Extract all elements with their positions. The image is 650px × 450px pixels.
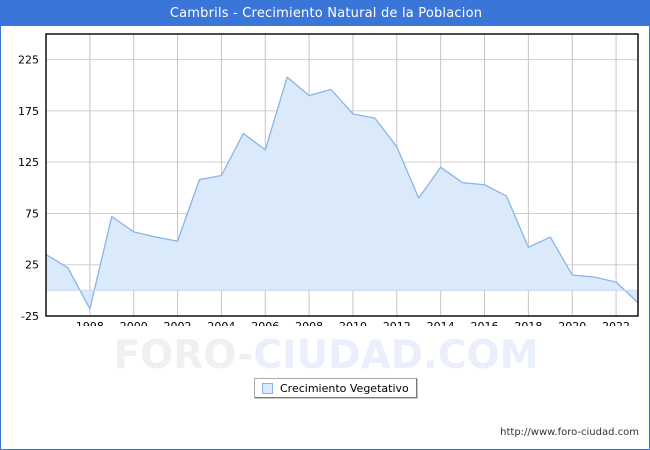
svg-text:2012: 2012 [383, 320, 411, 326]
svg-text:-25: -25 [21, 310, 39, 323]
svg-text:2010: 2010 [339, 320, 367, 326]
legend-swatch-icon [262, 382, 273, 394]
svg-text:2020: 2020 [558, 320, 586, 326]
svg-text:2014: 2014 [427, 320, 455, 326]
svg-text:2022: 2022 [602, 320, 630, 326]
watermark-secondary: CIUDAD.COM [253, 333, 539, 378]
svg-text:2016: 2016 [471, 320, 499, 326]
svg-text:25: 25 [25, 259, 39, 272]
svg-text:2008: 2008 [295, 320, 323, 326]
chart-plot-area: 225 175 125 75 25 -25 1998 2000 2002 2004 2006 2008… [1, 26, 650, 326]
svg-text:2000: 2000 [120, 320, 148, 326]
page-title: Cambrils - Crecimiento Natural de la Pob… [1, 1, 650, 26]
svg-text:225: 225 [18, 54, 39, 67]
line-area-chart: 225 175 125 75 25 -25 1998 2000 2002 2004 2006 2008… [18, 33, 639, 326]
svg-text:1998: 1998 [76, 320, 104, 326]
svg-text:2002: 2002 [164, 320, 192, 326]
legend-item-label: Crecimiento Vegetativo [280, 381, 409, 395]
svg-text:2004: 2004 [207, 320, 235, 326]
svg-text:175: 175 [18, 105, 39, 118]
chart-legend: Crecimiento Vegetativo [254, 378, 417, 398]
svg-text:125: 125 [18, 156, 39, 169]
watermark-primary: FORO- [113, 333, 254, 378]
svg-text:2006: 2006 [251, 320, 279, 326]
svg-text:2018: 2018 [514, 320, 542, 326]
footer-url: http://www.foro-ciudad.com [500, 427, 639, 438]
svg-text:75: 75 [25, 207, 39, 220]
watermark: FORO-CIUDAD.COM [1, 333, 650, 378]
